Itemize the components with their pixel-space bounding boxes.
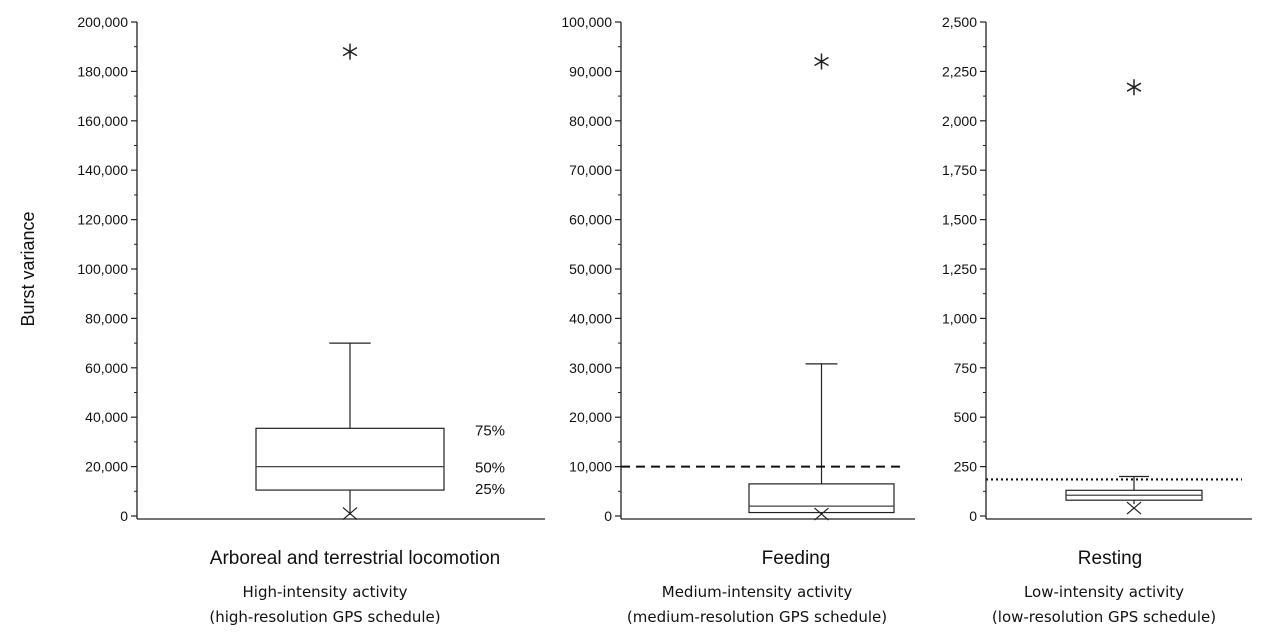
y-tick-label: 250 [954,459,978,475]
y-tick-label: 160,000 [77,113,128,129]
y-tick-label: 750 [954,360,978,376]
y-tick-label: 1,500 [942,212,977,228]
y-tick-label: 70,000 [569,162,612,178]
minimum-marker [342,507,358,520]
max-outlier-marker [342,43,358,60]
y-axis-label: Burst variance [18,211,38,326]
y-tick-label: 120,000 [77,212,128,228]
percentile-label: 25% [475,481,505,498]
category-label: Feeding [762,548,831,569]
y-tick-label: 2,000 [942,113,977,129]
minimum-marker [1126,501,1142,515]
minimum-marker [814,507,829,521]
y-tick-label: 140,000 [77,162,128,178]
caption-line: Medium-intensity activity [662,583,853,601]
panel-feeding: 0 10,000 20,000 30,000 40,000 50,000 60,000 70,… [561,14,915,626]
y-tick-label: 60,000 [569,212,612,228]
y-tick-label: 2,250 [942,63,977,79]
y-tick-label: 0 [604,508,612,524]
caption-line: (medium-resolution GPS schedule) [627,608,887,626]
y-tick-label: 100,000 [561,14,612,30]
y-tick-label: 0 [120,508,128,524]
caption-line: (high-resolution GPS schedule) [209,608,440,626]
y-tick-label: 1,250 [942,261,977,277]
caption-line: High-intensity activity [243,583,408,601]
interquartile-box [748,483,895,514]
y-tick-label: 1,750 [942,162,977,178]
y-tick-label: 40,000 [85,409,128,425]
y-tick-label: 10,000 [569,459,612,475]
y-tick-label: 90,000 [569,63,612,79]
y-tick-label: 100,000 [77,261,128,277]
max-outlier-marker [814,53,829,70]
y-tick-label: 30,000 [569,360,612,376]
y-tick-label: 60,000 [85,360,128,376]
category-label: Resting [1078,548,1142,569]
caption-line: Low-intensity activity [1024,583,1184,601]
category-label: Arboreal and terrestrial locomotion [210,548,500,569]
y-tick-label: 1,000 [942,310,977,326]
max-outlier-marker [1126,79,1142,96]
y-tick-label: 50,000 [569,261,612,277]
y-tick-label: 80,000 [569,113,612,129]
y-tick-label: 20,000 [569,409,612,425]
caption-line: (low-resolution GPS schedule) [992,608,1216,626]
panel-resting: 0 250 500 750 1,000 1,250 1,500 1,750 2,000 2,250… [942,14,1252,626]
interquartile-box [255,427,445,491]
y-tick-label: 20,000 [85,459,128,475]
panel-locomotion: 0 20,000 40,000 60,000 80,000 100,000 120,000 1… [18,14,545,626]
y-tick-label: 0 [969,508,977,524]
y-tick-label: 500 [954,409,978,425]
y-tick-label: 40,000 [569,310,612,326]
percentile-label: 50% [475,460,505,477]
y-tick-label: 180,000 [77,63,128,79]
y-tick-label: 80,000 [85,310,128,326]
y-tick-label: 200,000 [77,14,128,30]
y-tick-label: 2,500 [942,14,977,30]
percentile-label: 75% [475,422,505,439]
